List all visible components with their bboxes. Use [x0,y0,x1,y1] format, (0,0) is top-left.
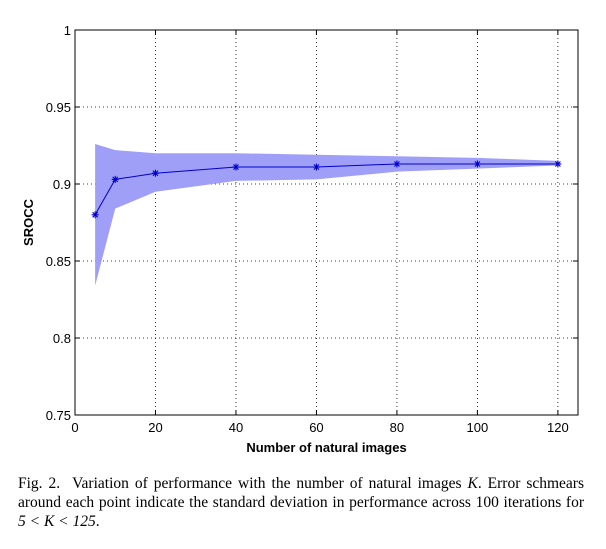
caption-text-2: . Error schmears around each point indic… [18,475,585,511]
marker-stroke [313,164,320,170]
data-point [232,163,240,171]
y-tick-labels: 0.75 0.8 0.85 0.9 0.95 1 [46,23,71,423]
y-tick-label: 0.95 [46,100,71,115]
plot-area [75,30,578,415]
x-tick-label: 100 [467,420,489,435]
x-tick-label: 20 [148,420,162,435]
marker-stroke [152,170,159,177]
marker-stroke [92,211,99,218]
y-tick-label: 0.8 [53,331,71,346]
y-axis-title: SROCC [21,198,36,246]
caption-math-k: K [467,475,478,492]
marker-stroke [394,161,400,167]
x-tick-labels: 0 20 40 60 80 100 120 [71,420,568,435]
caption-prefix: Fig. 2. [18,475,61,492]
caption-end: . [95,513,100,530]
series-line [94,163,558,216]
caption-text: Variation of performance with the number… [72,475,462,492]
ticks [74,29,578,416]
y-tick-label: 1 [64,23,71,38]
data-point [393,160,401,168]
std-band-layer [95,143,558,286]
data-point [312,163,320,171]
data-point [554,160,562,168]
chart: 0 20 40 60 80 100 120 0.75 0.8 0.85 0.9 0.95 1 Numb… [21,23,579,455]
grid [75,30,578,415]
y-tick-label: 0.85 [46,254,71,269]
data-point [151,169,159,177]
x-tick-label: 60 [309,420,323,435]
plot-frame [74,29,579,416]
marker-stroke [233,164,239,170]
x-tick-label: 120 [547,420,569,435]
data-point [91,211,99,219]
x-axis-title: Number of natural images [246,440,406,455]
marker-stroke [474,161,481,167]
data-point [111,175,119,183]
data-point [473,160,481,168]
x-tick-label: 0 [71,420,78,435]
y-tick-label: 0.75 [46,408,71,423]
caption-math-range: 5 < K < 125 [18,513,96,530]
marker-stroke [112,176,119,183]
figure-caption: Fig. 2. Variation of performance with th… [18,474,584,531]
std-band [95,143,558,286]
marker-stroke [554,161,561,167]
series-line-layer [94,163,558,216]
x-tick-label: 40 [229,420,243,435]
y-tick-label: 0.9 [53,177,71,192]
x-tick-label: 80 [390,420,404,435]
marker-layer [91,160,562,219]
